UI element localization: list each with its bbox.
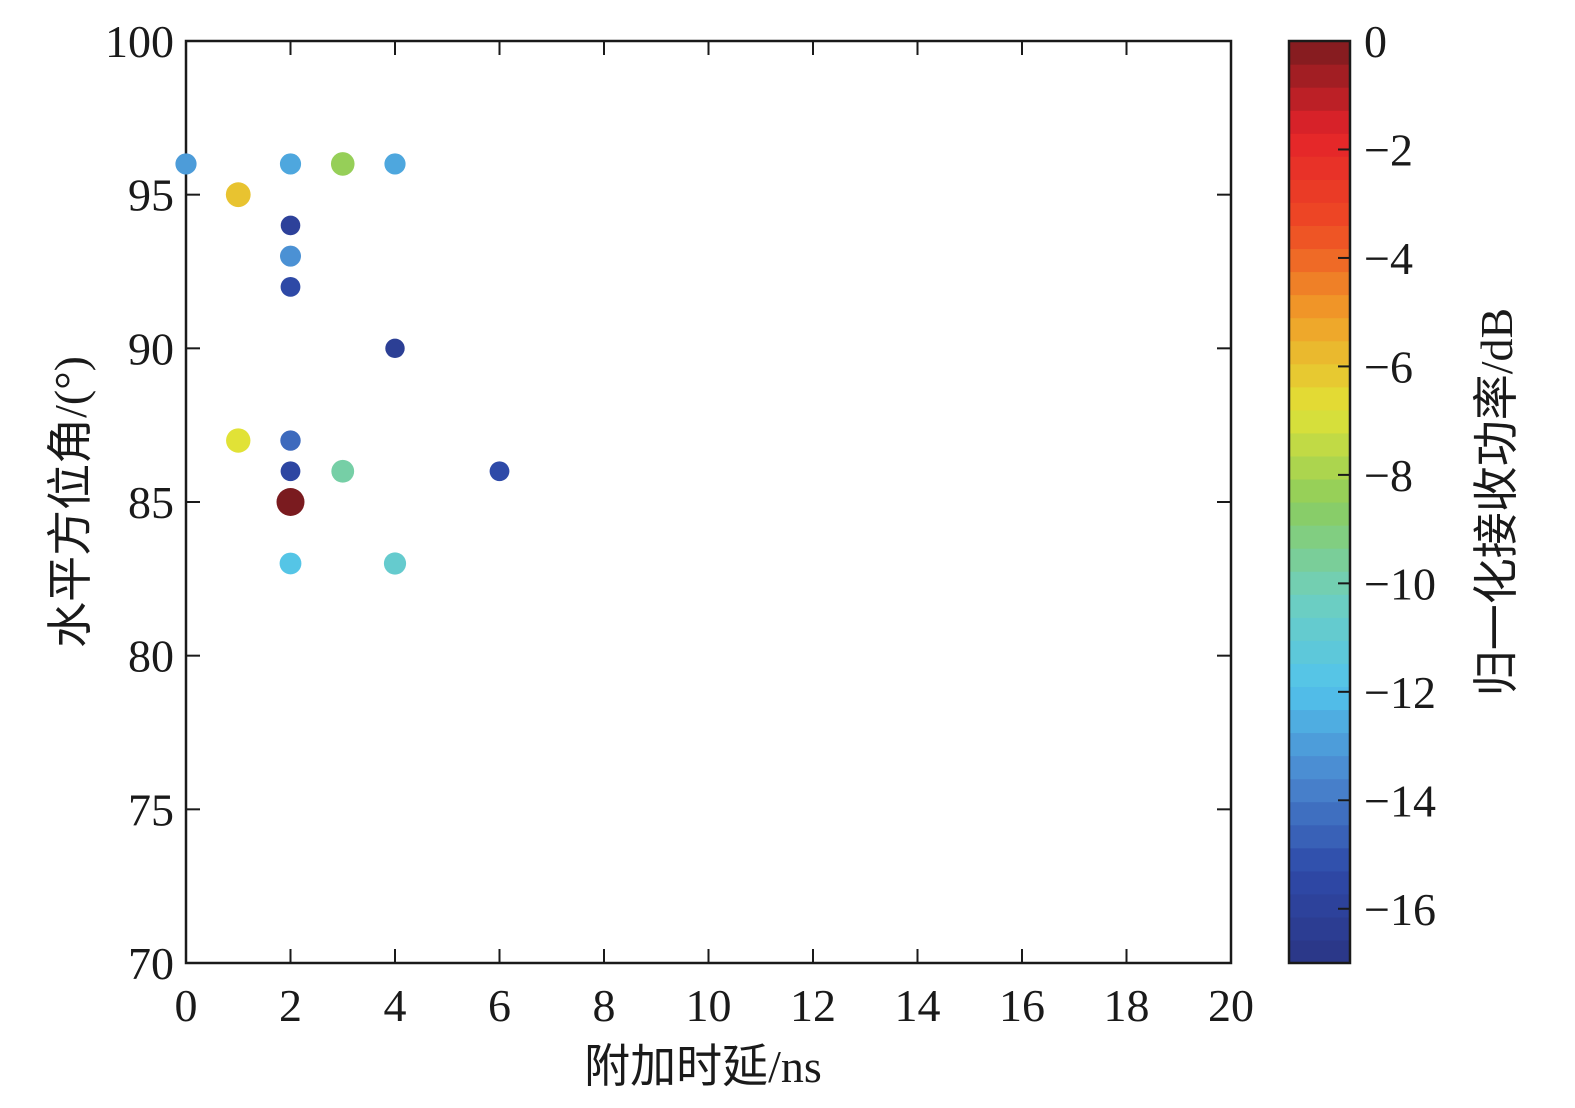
colorbar-band <box>1289 824 1350 849</box>
scatter-point <box>330 152 355 176</box>
colorbar-band <box>1289 248 1350 273</box>
colorbar-band <box>1289 571 1350 595</box>
colorbar-tick-label: −12 <box>1364 667 1436 718</box>
colorbar-band <box>1289 709 1350 734</box>
colorbar-band <box>1289 179 1350 203</box>
plot-frame <box>184 39 1233 965</box>
scatter-point <box>280 215 301 236</box>
colorbar-band <box>1289 939 1350 964</box>
scatter-point <box>489 461 510 482</box>
colorbar-band <box>1289 133 1350 157</box>
colorbar-band <box>1289 363 1350 388</box>
scatter-point <box>280 461 301 482</box>
scatter-point <box>279 552 302 575</box>
x-tick-label: 20 <box>1208 980 1254 1031</box>
scatter-point <box>280 245 301 267</box>
colorbar-frame <box>1287 39 1352 965</box>
colorbar-band <box>1289 594 1350 618</box>
y-axis: 70 75 80 85 90 95 100 <box>105 16 1231 989</box>
colorbar-tick-label: −2 <box>1364 124 1413 175</box>
scatter-point <box>385 338 405 359</box>
colorbar-band <box>1289 317 1350 342</box>
x-tick-label: 4 <box>384 980 407 1031</box>
colorbar-band <box>1289 801 1350 826</box>
colorbar-ticks: 0 −2 −4 −6 −8 −10 −12 −14 −16 <box>1338 16 1436 935</box>
x-tick-label: 2 <box>279 980 302 1031</box>
x-tick-label: 12 <box>790 980 836 1031</box>
colorbar-band <box>1289 916 1350 941</box>
scatter-point <box>175 153 197 175</box>
colorbar: 0 −2 −4 −6 −8 −10 −12 −14 −16 <box>1287 16 1436 965</box>
colorbar-band <box>1289 271 1350 296</box>
y-tick-label: 80 <box>128 631 174 682</box>
colorbar-band <box>1289 41 1350 65</box>
colorbar-band <box>1289 340 1350 365</box>
colorbar-tick-label: −10 <box>1364 558 1436 609</box>
colorbar-band <box>1289 432 1350 457</box>
x-tick-label: 6 <box>488 980 511 1031</box>
colorbar-band <box>1289 409 1350 434</box>
colorbar-tick-label: −16 <box>1364 884 1436 935</box>
colorbar-band <box>1289 640 1350 664</box>
x-tick-label: 16 <box>999 980 1045 1031</box>
colorbar-band <box>1289 663 1350 687</box>
colorbar-band <box>1289 893 1350 918</box>
scatter-point <box>383 552 407 575</box>
colorbar-band <box>1289 548 1350 572</box>
colorbar-band <box>1289 225 1350 250</box>
colorbar-band <box>1289 478 1350 503</box>
x-axis-label: 附加时延/ns <box>584 1041 822 1092</box>
data-points <box>175 152 510 575</box>
x-tick-label: 8 <box>593 980 616 1031</box>
x-tick-label: 14 <box>895 980 941 1031</box>
x-tick-label: 10 <box>686 980 732 1031</box>
colorbar-gradient <box>1289 41 1350 964</box>
scatter-point <box>280 276 301 297</box>
colorbar-band <box>1289 386 1350 411</box>
colorbar-band <box>1289 755 1350 780</box>
colorbar-band <box>1289 617 1350 641</box>
colorbar-band <box>1289 732 1350 757</box>
colorbar-band <box>1289 294 1350 319</box>
scatter-point <box>384 153 406 175</box>
x-axis: 0 2 4 6 8 10 12 14 16 18 20 <box>175 41 1254 1031</box>
scatter-point <box>225 182 251 208</box>
colorbar-band <box>1289 64 1350 88</box>
colorbar-band <box>1289 778 1350 803</box>
colorbar-band <box>1289 455 1350 480</box>
colorbar-band <box>1289 202 1350 226</box>
colorbar-band <box>1289 87 1350 111</box>
colorbar-tick-label: −8 <box>1364 450 1413 501</box>
y-tick-label: 75 <box>128 784 174 835</box>
scatter-point <box>280 430 301 451</box>
scatter-point <box>276 488 305 516</box>
colorbar-tick-label: −4 <box>1364 233 1413 284</box>
colorbar-band <box>1289 525 1350 549</box>
scatter-point <box>331 459 355 483</box>
colorbar-band <box>1289 686 1350 711</box>
y-tick-label: 90 <box>128 323 174 374</box>
plot-area: 0 2 4 6 8 10 12 14 16 18 20 70 75 80 85 90 95 100 <box>105 16 1254 1031</box>
colorbar-band <box>1289 502 1350 526</box>
y-axis-label: 水平方位角/(°) <box>45 356 96 648</box>
y-tick-label: 100 <box>105 16 174 67</box>
colorbar-band <box>1289 156 1350 180</box>
colorbar-tick-label: 0 <box>1364 16 1387 67</box>
colorbar-tick-label: −6 <box>1364 341 1413 392</box>
colorbar-band <box>1289 110 1350 134</box>
y-tick-label: 95 <box>128 170 174 221</box>
scatter-point <box>226 428 251 453</box>
x-tick-label: 18 <box>1104 980 1150 1031</box>
scatter-point <box>279 153 302 175</box>
colorbar-band <box>1289 870 1350 895</box>
colorbar-band <box>1289 847 1350 872</box>
x-tick-label: 0 <box>175 980 198 1031</box>
colorbar-label: 归一化接收功率/dB <box>1471 308 1522 696</box>
colorbar-tick-label: −14 <box>1364 775 1436 826</box>
y-tick-label: 70 <box>128 938 174 989</box>
y-tick-label: 85 <box>128 477 174 528</box>
